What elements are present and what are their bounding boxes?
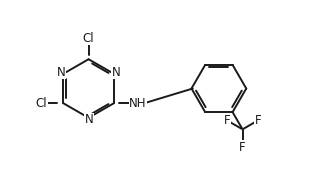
Text: F: F (255, 114, 261, 127)
Text: Cl: Cl (36, 97, 47, 110)
Text: NH: NH (129, 97, 147, 110)
Text: N: N (57, 66, 66, 79)
Text: F: F (224, 114, 230, 127)
Text: N: N (112, 66, 120, 79)
Text: N: N (85, 113, 94, 126)
Text: F: F (239, 141, 246, 154)
Text: Cl: Cl (83, 32, 94, 45)
